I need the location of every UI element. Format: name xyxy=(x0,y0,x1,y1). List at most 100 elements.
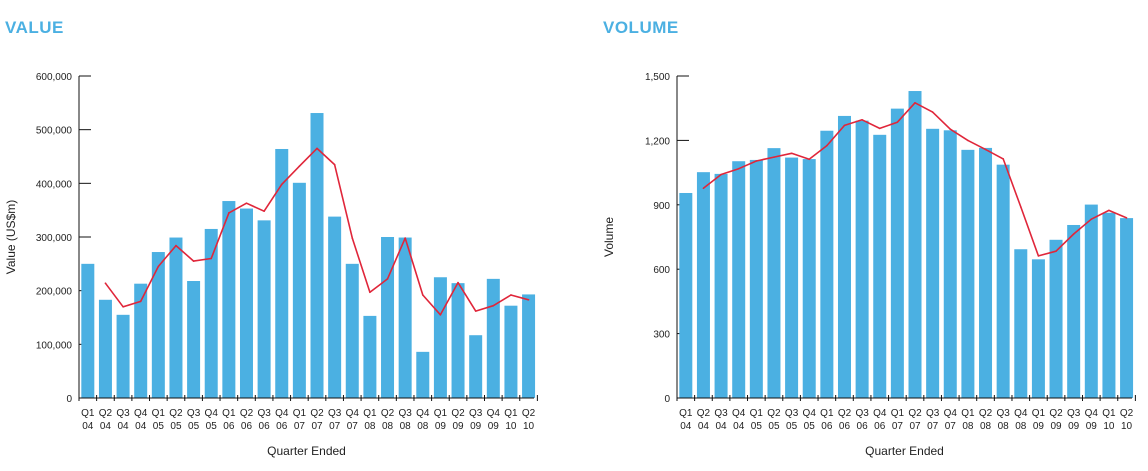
value-trend-point xyxy=(210,257,213,260)
value-y-axis-label: Value (US$m) xyxy=(4,200,18,274)
value-bar xyxy=(292,182,306,398)
value-x-tick-label-year: 08 xyxy=(400,421,412,432)
value-x-tick-label-quarter: Q1 xyxy=(81,408,95,419)
volume-x-tick-label-quarter: Q3 xyxy=(1067,408,1081,419)
value-x-tick-label-year: 05 xyxy=(188,421,200,432)
volume-trend-point xyxy=(967,139,969,142)
volume-x-tick-label-year: 05 xyxy=(751,421,763,432)
value-x-tick-label-year: 05 xyxy=(153,421,165,432)
volume-trend-point xyxy=(1037,255,1040,257)
volume-y-tick-label: 1,500 xyxy=(645,72,670,83)
value-trend-point xyxy=(245,202,248,204)
volume-trend-point xyxy=(843,124,846,127)
volume-bar xyxy=(785,157,799,398)
value-x-tick-label-quarter: Q4 xyxy=(416,408,430,419)
volume-trend-point xyxy=(861,118,863,121)
volume-bar xyxy=(696,172,710,398)
value-bar xyxy=(433,277,447,398)
volume-bar xyxy=(979,147,993,398)
value-x-tick-label-quarter: Q2 xyxy=(169,408,183,419)
value-bar xyxy=(222,201,236,398)
volume-x-tick-label-year: 09 xyxy=(1050,421,1062,432)
value-x-tick-label-quarter: Q4 xyxy=(205,408,219,419)
volume-x-tick-label-year: 06 xyxy=(874,421,886,432)
value-bar xyxy=(81,263,95,398)
volume-trend-point xyxy=(931,111,934,113)
value-trend-point xyxy=(421,294,424,296)
value-x-tick-label-year: 07 xyxy=(294,421,306,432)
volume-x-tick-label-year: 09 xyxy=(1033,421,1045,432)
volume-y-tick-label: 0 xyxy=(664,394,670,405)
value-x-tick-label-year: 07 xyxy=(347,421,359,432)
value-x-tick-label-quarter: Q1 xyxy=(504,408,518,419)
volume-trend-point xyxy=(1019,206,1022,208)
volume-y-tick-label: 900 xyxy=(653,201,670,212)
volume-trend-point xyxy=(1055,250,1057,252)
volume-trend-point xyxy=(720,173,722,176)
value-x-tick-label-year: 08 xyxy=(382,421,394,432)
volume-x-tick-label-year: 08 xyxy=(998,421,1010,432)
volume-x-tick-label-year: 07 xyxy=(909,421,921,432)
value-x-tick-label-quarter: Q1 xyxy=(363,408,377,419)
value-bar xyxy=(151,252,165,398)
value-y-tick-label: 400,000 xyxy=(36,179,73,190)
volume-trend-point xyxy=(949,128,952,131)
volume-x-tick-label-year: 09 xyxy=(1086,421,1098,432)
value-x-tick-label-year: 10 xyxy=(505,421,517,432)
volume-trend-point xyxy=(773,156,775,158)
volume-x-tick-label-year: 05 xyxy=(804,421,816,432)
volume-x-tick-label-quarter: Q2 xyxy=(697,408,711,419)
value-trend-point xyxy=(474,310,477,312)
volume-bar xyxy=(1067,224,1081,398)
volume-x-tick-label-year: 04 xyxy=(716,421,728,432)
volume-trend-point xyxy=(1072,233,1075,235)
volume-bar xyxy=(1084,204,1098,398)
value-x-tick-label-year: 04 xyxy=(118,421,130,432)
volume-x-tick-label-year: 04 xyxy=(698,421,710,432)
volume-trend-point xyxy=(702,187,705,190)
value-x-tick-label-quarter: Q3 xyxy=(187,408,201,419)
value-bar xyxy=(504,305,518,398)
volume-x-tick-label-year: 07 xyxy=(892,421,904,432)
value-x-tick-label-quarter: Q4 xyxy=(134,408,148,419)
volume-y-tick-label: 600 xyxy=(653,265,670,276)
volume-chart-title: VOLUME xyxy=(603,18,679,37)
volume-y-tick-label: 1,200 xyxy=(645,136,670,147)
volume-trend-point xyxy=(1125,217,1128,219)
value-bar xyxy=(363,315,377,398)
value-bar xyxy=(275,148,289,398)
value-bar xyxy=(416,351,430,398)
value-bar xyxy=(257,220,271,398)
volume-x-tick-label-quarter: Q2 xyxy=(767,408,781,419)
volume-bar xyxy=(1049,239,1063,398)
volume-x-tick-label-year: 04 xyxy=(680,421,692,432)
volume-trend-point xyxy=(826,144,828,147)
volume-x-tick-label-quarter: Q3 xyxy=(855,408,869,419)
value-trend-point xyxy=(263,210,265,213)
volume-x-tick-label-quarter: Q4 xyxy=(1014,408,1028,419)
volume-x-tick-label-year: 08 xyxy=(980,421,992,432)
volume-x-tick-label-year: 05 xyxy=(786,421,798,432)
value-bar xyxy=(398,237,412,398)
value-trend-point xyxy=(104,282,107,284)
volume-x-tick-label-quarter: Q4 xyxy=(803,408,817,419)
volume-x-tick-label-quarter: Q4 xyxy=(873,408,887,419)
volume-bar xyxy=(1014,249,1028,398)
volume-bar xyxy=(732,161,746,398)
value-x-tick-label-year: 06 xyxy=(241,421,253,432)
value-bar xyxy=(381,237,395,398)
value-x-tick-label-quarter: Q1 xyxy=(293,408,307,419)
volume-x-tick-label-year: 07 xyxy=(945,421,957,432)
volume-x-tick-label-quarter: Q2 xyxy=(1049,408,1063,419)
value-trend-point xyxy=(333,163,336,166)
value-x-tick-label-year: 04 xyxy=(82,421,94,432)
value-x-tick-label-year: 06 xyxy=(223,421,235,432)
value-trend-point xyxy=(457,281,459,284)
value-x-tick-label-year: 08 xyxy=(417,421,429,432)
value-x-tick-label-year: 08 xyxy=(364,421,376,432)
volume-trend-point xyxy=(1002,158,1004,160)
value-trend-point xyxy=(510,294,512,296)
value-bar xyxy=(204,228,218,398)
value-x-tick-label-quarter: Q4 xyxy=(487,408,501,419)
